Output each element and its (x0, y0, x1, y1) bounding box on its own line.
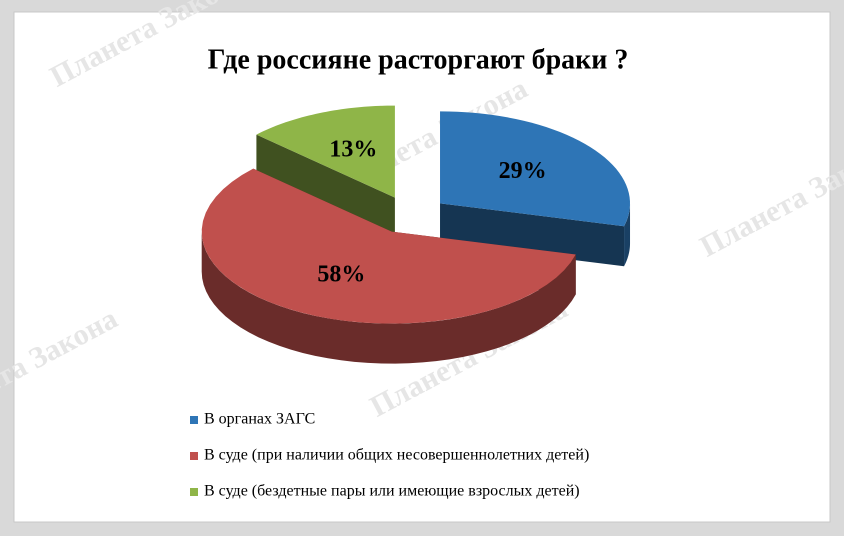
legend-label: В органах ЗАГС (204, 411, 315, 428)
slice-wall (624, 203, 631, 267)
slice (440, 111, 630, 227)
legend-swatch (190, 452, 198, 460)
slice-side (256, 134, 395, 238)
data-label: 29% (499, 158, 547, 184)
slice-side (440, 203, 625, 267)
slice (201, 168, 576, 324)
legend-swatch (190, 416, 198, 424)
slice-wall (201, 231, 576, 364)
data-label: 13% (329, 137, 377, 163)
slice (256, 105, 395, 198)
legend-label: В суде (бездетные пары или имеющие взрос… (204, 483, 580, 500)
legend-swatch (190, 488, 198, 496)
data-label: 58% (317, 261, 365, 287)
chart-title: Где россияне расторгают браки ? (208, 44, 629, 75)
legend-label: В суде (при наличии общих несовершенноле… (204, 447, 589, 464)
